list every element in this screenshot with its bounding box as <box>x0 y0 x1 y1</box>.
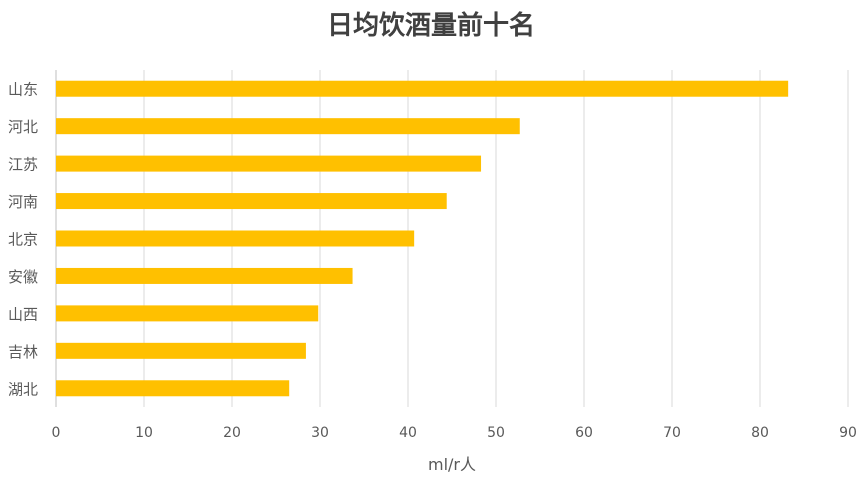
x-axis-title: ml/r人 <box>428 455 476 474</box>
bar <box>56 80 789 97</box>
x-tick-label: 90 <box>839 425 857 441</box>
x-tick-label: 50 <box>487 425 505 441</box>
category-label: 湖北 <box>8 380 38 398</box>
category-label: 河北 <box>8 118 38 136</box>
category-label: 山西 <box>8 305 38 323</box>
category-label: 山东 <box>8 81 38 99</box>
bar <box>56 267 353 284</box>
bar <box>56 342 306 359</box>
bars <box>56 80 789 397</box>
x-tick-label: 40 <box>399 425 417 441</box>
bar <box>56 193 447 210</box>
bar <box>56 230 415 247</box>
category-label: 安徽 <box>8 268 38 286</box>
bar <box>56 155 482 172</box>
x-tick-label: 10 <box>135 425 153 441</box>
x-tick-label: 0 <box>52 425 61 441</box>
x-tick-label: 30 <box>311 425 329 441</box>
category-label: 江苏 <box>8 156 38 174</box>
x-tick-labels: 0 10 20 30 40 50 60 70 80 90 <box>52 425 857 441</box>
category-label: 河南 <box>8 193 38 211</box>
x-tick-label: 20 <box>223 425 241 441</box>
category-label: 北京 <box>8 231 38 249</box>
x-tick-label: 80 <box>751 425 769 441</box>
chart-title: 日均饮酒量前十名 <box>327 10 535 41</box>
bar <box>56 305 319 322</box>
x-tick-label: 60 <box>575 425 593 441</box>
bar <box>56 380 290 397</box>
bar <box>56 118 520 135</box>
category-label: 吉林 <box>8 343 38 361</box>
x-tick-label: 70 <box>663 425 681 441</box>
